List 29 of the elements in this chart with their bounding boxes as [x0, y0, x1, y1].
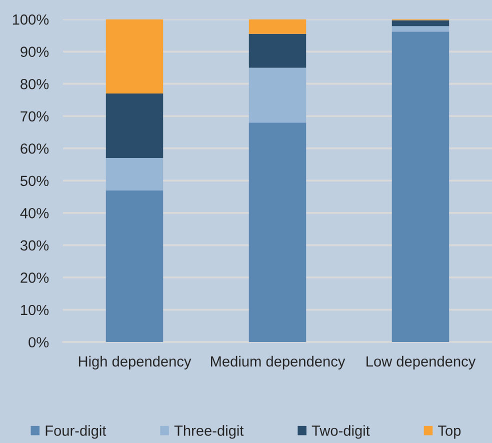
y-tick-label: 80% [20, 78, 49, 90]
y-tick-label: 40% [20, 208, 49, 218]
bar [248, 34, 306, 68]
bar [106, 94, 164, 158]
bar [392, 26, 450, 32]
bar [248, 122, 306, 342]
bar [248, 19, 306, 34]
bar [106, 19, 164, 94]
y-tick-label: 30% [20, 240, 49, 251]
y-tick-label: 50% [20, 176, 49, 186]
x-tick-label: Low dependency [366, 356, 476, 370]
y-tick-label: 100% [12, 14, 49, 25]
y-tick-label: 70% [20, 111, 49, 122]
y-tick-label: 20% [20, 272, 49, 283]
y-tick-label: 10% [21, 304, 49, 316]
x-tick-label: Medium dependency [211, 356, 346, 370]
bar [106, 158, 164, 190]
x-tick-label: High dependency [78, 356, 192, 370]
legend-label: Top [438, 426, 461, 439]
bar [248, 68, 306, 123]
legend-label: Three-digit [174, 425, 244, 439]
y-tick-label: 90% [20, 46, 49, 57]
legend-label: Four-digit [46, 425, 106, 439]
bar [392, 32, 450, 342]
legend-label: Two-digit [312, 425, 370, 439]
bar [106, 190, 164, 342]
bar [392, 20, 450, 26]
y-tick-label: 0% [28, 337, 49, 348]
y-tick-label: 60% [20, 143, 49, 154]
